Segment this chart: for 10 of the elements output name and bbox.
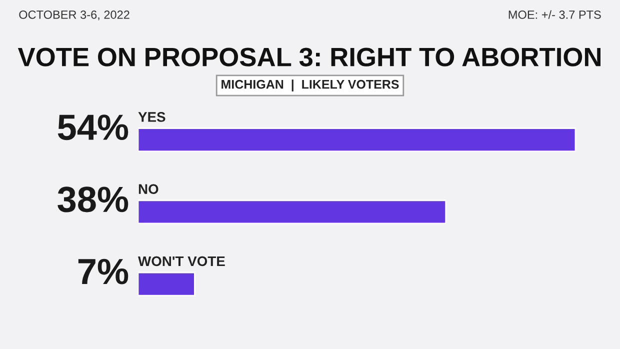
chart-title: VOTE ON PROPOSAL 3: RIGHT TO ABORTION — [18, 48, 600, 66]
y-tick-label: YES — [138, 112, 166, 122]
y-tick-label: WON'T VOTE — [138, 256, 225, 266]
y-tick-label: NO — [138, 184, 158, 194]
chart-subtitle: MICHIGAN | LIKELY VOTERS — [222, 80, 399, 92]
text: OCTOBER 3-6, 2022 — [19, 10, 130, 20]
data-label: 54% — [58, 114, 128, 140]
data-label: 7% — [78, 258, 128, 284]
text: MOE: +/- 3.7 PTS — [508, 10, 601, 19]
data-label: 38% — [58, 186, 128, 212]
